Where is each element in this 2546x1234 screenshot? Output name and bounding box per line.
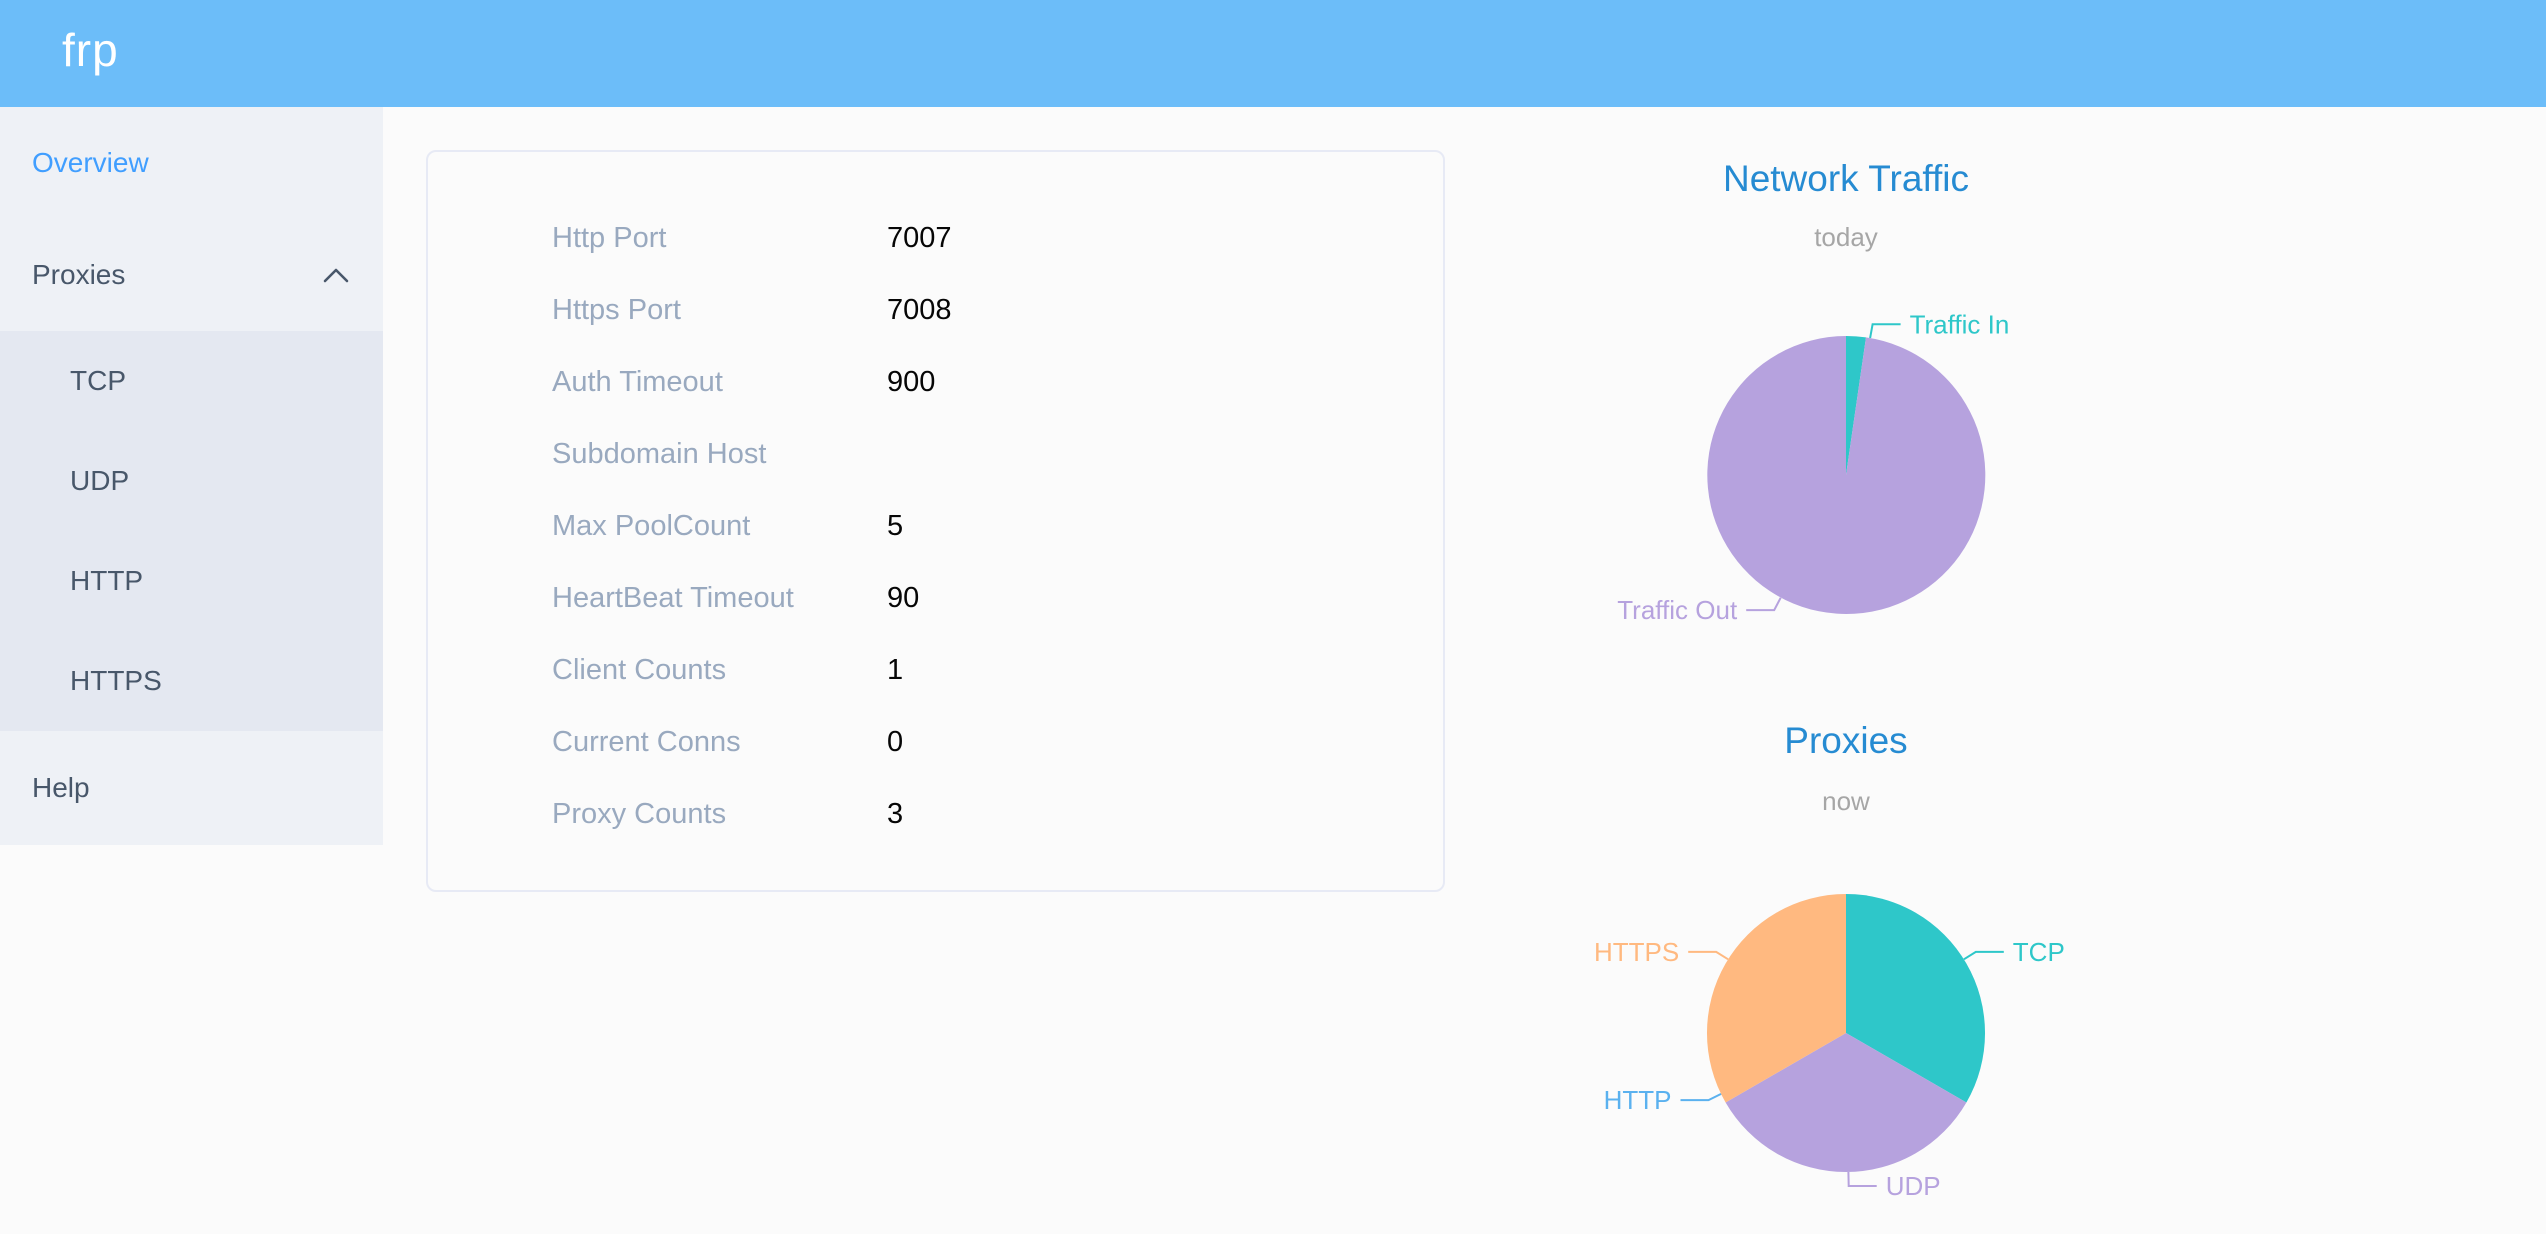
pie-label-http: HTTP (1604, 1085, 1672, 1115)
pie-label-traffic-out: Traffic Out (1617, 595, 1738, 625)
config-value: 1 (887, 654, 904, 686)
config-row: Auth Timeout 900 (428, 346, 1443, 418)
config-row: Subdomain Host (428, 418, 1443, 490)
sidebar: Overview Proxies TCP UDP HTTP HTTPS Help (0, 107, 383, 845)
pie-slice-traffic-in[interactable] (1846, 335, 1866, 475)
chart-title: Network Traffic (1722, 158, 1970, 199)
sidebar-item-udp[interactable]: UDP (0, 431, 383, 531)
config-label: Client Counts (552, 654, 727, 686)
sidebar-item-https[interactable]: HTTPS (0, 631, 383, 731)
network-traffic-chart: Traffic In Traffic Out Network Traffic to… (1496, 140, 2196, 680)
pie-label-line-tcp (1963, 950, 2004, 961)
chevron-up-icon (323, 268, 349, 283)
sidebar-item-overview-label: Overview (32, 147, 149, 178)
sidebar-item-help-label: Help (32, 772, 90, 803)
config-value: 7008 (887, 294, 952, 326)
config-label: Current Conns (552, 726, 741, 758)
sidebar-item-overview[interactable]: Overview (0, 107, 383, 219)
config-label: Max PoolCount (552, 510, 751, 542)
config-label: Subdomain Host (552, 438, 767, 470)
config-value: 3 (887, 798, 904, 830)
config-row: HeartBeat Timeout 90 (428, 562, 1443, 634)
config-row: Max PoolCount 5 (428, 490, 1443, 562)
server-config-card: Http Port 7007 Https Port 7008 Auth Time… (426, 150, 1445, 892)
pie-slice-tcp[interactable] (1846, 894, 1986, 1103)
proxies-submenu: TCP UDP HTTP HTTPS (0, 331, 383, 731)
pie-slice-traffic-out[interactable] (1707, 336, 1986, 614)
pie-label-tcp: TCP (2013, 937, 2065, 967)
config-row: Https Port 7008 (428, 274, 1443, 346)
pie-label-traffic-in: Traffic In (1910, 309, 2010, 339)
config-value: 0 (887, 726, 904, 758)
chart-subtitle: now (1822, 786, 1870, 816)
chart-subtitle: today (1814, 222, 1878, 252)
config-label: HeartBeat Timeout (552, 582, 794, 614)
pie-slice-https[interactable] (1706, 894, 1846, 1103)
config-label: Proxy Counts (552, 798, 727, 830)
sidebar-item-proxies-label: Proxies (32, 259, 126, 290)
config-row: Client Counts 1 (428, 634, 1443, 706)
pie-label-https: HTTPS (1594, 937, 1679, 967)
pie-label-line-udp (1847, 1171, 1877, 1187)
config-value: 900 (887, 366, 936, 398)
pie-label-line-traffic-in (1869, 323, 1901, 339)
config-label: Auth Timeout (552, 366, 723, 398)
pie-label-line-http (1680, 1093, 1722, 1102)
config-label: Http Port (552, 222, 667, 254)
sidebar-item-help[interactable]: Help (0, 731, 383, 845)
chart-title: Proxies (1784, 720, 1908, 761)
proxies-chart: TCP UDP HTTP HTTPS Proxies now (1496, 700, 2196, 1234)
sidebar-item-proxies[interactable]: Proxies (0, 219, 383, 331)
pie-label-line-traffic-out (1746, 597, 1782, 612)
config-value: 7007 (887, 222, 952, 254)
config-row: Proxy Counts 3 (428, 778, 1443, 850)
pie-label-line-https (1688, 950, 1729, 961)
pie-slice-udp[interactable] (1725, 1033, 1967, 1173)
config-value: 90 (887, 582, 920, 614)
config-row: Current Conns 0 (428, 706, 1443, 778)
sidebar-item-tcp[interactable]: TCP (0, 331, 383, 431)
sidebar-item-http[interactable]: HTTP (0, 531, 383, 631)
pie-label-udp: UDP (1886, 1171, 1941, 1201)
config-label: Https Port (552, 294, 681, 326)
config-value: 5 (887, 510, 904, 542)
config-row: Http Port 7007 (428, 202, 1443, 274)
app-header: frp (0, 0, 2546, 107)
app-logo: frp (62, 24, 119, 76)
